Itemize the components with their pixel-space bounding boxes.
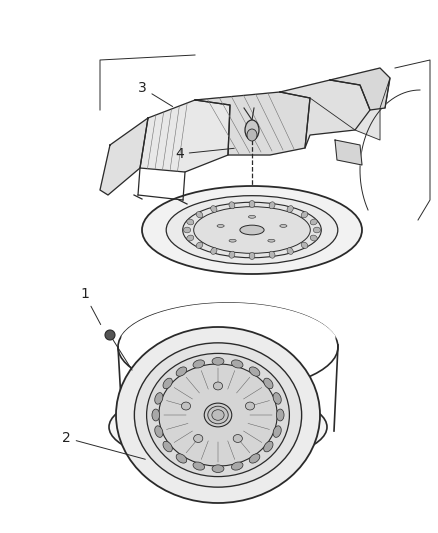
Ellipse shape (231, 360, 243, 368)
Ellipse shape (213, 382, 223, 390)
Ellipse shape (249, 253, 255, 260)
Ellipse shape (313, 227, 321, 233)
Polygon shape (195, 92, 310, 155)
Ellipse shape (276, 409, 284, 421)
Ellipse shape (194, 434, 203, 442)
Ellipse shape (163, 441, 172, 452)
Polygon shape (310, 78, 390, 140)
Ellipse shape (249, 200, 255, 208)
Ellipse shape (212, 358, 224, 365)
Ellipse shape (240, 225, 264, 235)
Ellipse shape (152, 409, 159, 421)
Ellipse shape (264, 378, 273, 389)
Polygon shape (335, 140, 362, 165)
Ellipse shape (287, 248, 293, 254)
Ellipse shape (231, 462, 243, 470)
Ellipse shape (155, 426, 163, 438)
Ellipse shape (155, 393, 163, 404)
Polygon shape (100, 118, 148, 195)
Ellipse shape (147, 353, 290, 477)
Text: 2: 2 (62, 431, 145, 459)
Ellipse shape (217, 224, 224, 228)
Ellipse shape (310, 235, 317, 241)
Ellipse shape (176, 454, 187, 463)
Text: 4: 4 (175, 147, 234, 161)
Ellipse shape (204, 403, 232, 427)
Ellipse shape (229, 202, 235, 209)
Ellipse shape (248, 215, 256, 218)
Ellipse shape (159, 364, 277, 466)
Ellipse shape (142, 186, 362, 274)
Ellipse shape (273, 393, 281, 404)
Ellipse shape (301, 242, 308, 248)
Ellipse shape (187, 235, 194, 241)
Ellipse shape (264, 441, 273, 452)
Ellipse shape (211, 206, 217, 212)
Ellipse shape (269, 202, 275, 209)
Ellipse shape (109, 390, 327, 464)
Ellipse shape (287, 206, 293, 212)
Ellipse shape (187, 219, 194, 225)
Ellipse shape (196, 242, 203, 248)
Polygon shape (140, 100, 230, 172)
Ellipse shape (166, 196, 338, 264)
Ellipse shape (193, 360, 205, 368)
Ellipse shape (301, 212, 308, 218)
Circle shape (105, 330, 115, 340)
Ellipse shape (116, 327, 320, 503)
Polygon shape (330, 68, 390, 110)
Ellipse shape (245, 120, 259, 140)
Ellipse shape (310, 219, 317, 225)
Ellipse shape (212, 465, 224, 473)
Polygon shape (280, 80, 370, 148)
Ellipse shape (273, 426, 281, 438)
Ellipse shape (229, 251, 235, 258)
Ellipse shape (245, 402, 254, 410)
Ellipse shape (194, 207, 310, 253)
Ellipse shape (134, 343, 302, 487)
Ellipse shape (229, 239, 236, 242)
Ellipse shape (211, 248, 217, 254)
Ellipse shape (184, 227, 191, 233)
Ellipse shape (233, 434, 242, 442)
Ellipse shape (208, 406, 228, 424)
Text: 3: 3 (138, 81, 173, 107)
Ellipse shape (268, 239, 275, 242)
Ellipse shape (280, 224, 287, 228)
Ellipse shape (163, 378, 172, 389)
Ellipse shape (193, 462, 205, 470)
Ellipse shape (247, 129, 257, 141)
Ellipse shape (269, 251, 275, 258)
Ellipse shape (249, 454, 260, 463)
Ellipse shape (183, 203, 321, 258)
Ellipse shape (196, 212, 203, 218)
Ellipse shape (176, 367, 187, 376)
Ellipse shape (212, 410, 224, 421)
Text: 1: 1 (80, 287, 101, 325)
Ellipse shape (249, 367, 260, 376)
Ellipse shape (181, 402, 191, 410)
